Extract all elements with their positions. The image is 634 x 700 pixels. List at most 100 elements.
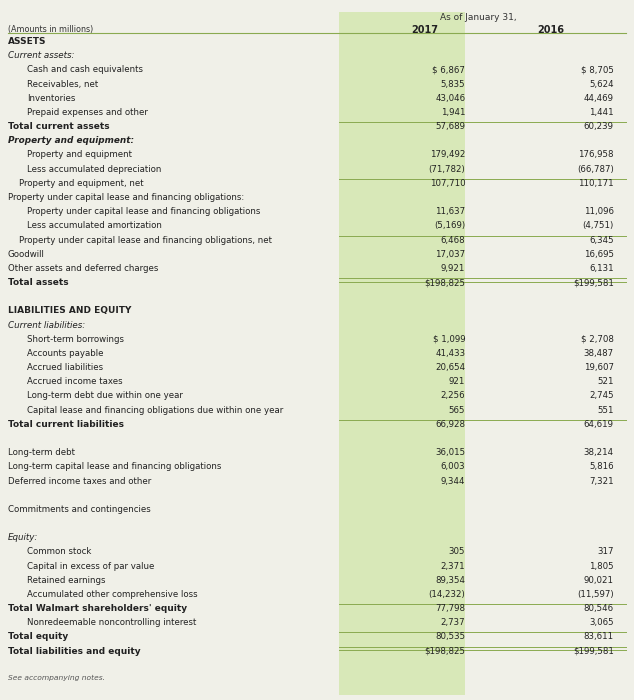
- Text: 6,003: 6,003: [441, 463, 465, 471]
- Text: Prepaid expenses and other: Prepaid expenses and other: [27, 108, 148, 117]
- Text: 110,171: 110,171: [578, 178, 614, 188]
- Text: 80,535: 80,535: [435, 633, 465, 641]
- Text: 83,611: 83,611: [583, 633, 614, 641]
- Text: 107,710: 107,710: [430, 178, 465, 188]
- Text: Accumulated other comprehensive loss: Accumulated other comprehensive loss: [27, 590, 197, 599]
- Text: $198,825: $198,825: [424, 647, 465, 656]
- Text: Total liabilities and equity: Total liabilities and equity: [8, 647, 140, 656]
- Text: Commitments and contingencies: Commitments and contingencies: [8, 505, 150, 514]
- Text: Total equity: Total equity: [8, 633, 68, 641]
- Text: Property under capital lease and financing obligations: Property under capital lease and financi…: [27, 207, 260, 216]
- Text: 6,345: 6,345: [589, 235, 614, 244]
- Text: Accrued income taxes: Accrued income taxes: [27, 377, 122, 386]
- Text: 43,046: 43,046: [435, 94, 465, 103]
- Text: Long-term debt: Long-term debt: [8, 448, 75, 457]
- Text: Common stock: Common stock: [27, 547, 91, 556]
- Text: Property and equipment, net: Property and equipment, net: [8, 178, 143, 188]
- Text: 2016: 2016: [537, 25, 564, 35]
- Text: 2,371: 2,371: [441, 561, 465, 570]
- Text: ASSETS: ASSETS: [8, 37, 46, 46]
- Text: 2,737: 2,737: [441, 618, 465, 627]
- Text: 5,816: 5,816: [589, 463, 614, 471]
- Text: Less accumulated depreciation: Less accumulated depreciation: [27, 164, 161, 174]
- Text: Nonredeemable noncontrolling interest: Nonredeemable noncontrolling interest: [27, 618, 196, 627]
- Text: 17,037: 17,037: [435, 250, 465, 259]
- Text: $ 1,099: $ 1,099: [433, 335, 465, 344]
- Text: 565: 565: [449, 406, 465, 414]
- Text: (5,169): (5,169): [434, 221, 465, 230]
- Text: 2017: 2017: [411, 25, 438, 35]
- Text: 317: 317: [597, 547, 614, 556]
- Text: 36,015: 36,015: [435, 448, 465, 457]
- Text: 9,921: 9,921: [441, 264, 465, 273]
- Text: Property and equipment:: Property and equipment:: [8, 136, 134, 146]
- Text: 2,745: 2,745: [589, 391, 614, 400]
- Text: Accounts payable: Accounts payable: [27, 349, 103, 358]
- Text: 3,065: 3,065: [589, 618, 614, 627]
- Text: Less accumulated amortization: Less accumulated amortization: [27, 221, 162, 230]
- Text: Long-term debt due within one year: Long-term debt due within one year: [27, 391, 183, 400]
- Text: LIABILITIES AND EQUITY: LIABILITIES AND EQUITY: [8, 307, 131, 316]
- Text: 38,487: 38,487: [583, 349, 614, 358]
- Text: (Amounts in millions): (Amounts in millions): [8, 25, 93, 34]
- Text: $ 2,708: $ 2,708: [581, 335, 614, 344]
- Text: 5,624: 5,624: [589, 80, 614, 89]
- Text: Short-term borrowings: Short-term borrowings: [27, 335, 124, 344]
- Text: 20,654: 20,654: [435, 363, 465, 372]
- Text: (4,751): (4,751): [583, 221, 614, 230]
- Text: Long-term capital lease and financing obligations: Long-term capital lease and financing ob…: [8, 463, 221, 471]
- Text: 305: 305: [449, 547, 465, 556]
- Text: 44,469: 44,469: [584, 94, 614, 103]
- Text: Deferred income taxes and other: Deferred income taxes and other: [8, 477, 151, 486]
- Text: $ 8,705: $ 8,705: [581, 65, 614, 74]
- Text: 7,321: 7,321: [589, 477, 614, 486]
- Text: Capital in excess of par value: Capital in excess of par value: [27, 561, 154, 570]
- Text: 521: 521: [597, 377, 614, 386]
- Text: Accrued liabilities: Accrued liabilities: [27, 363, 103, 372]
- Text: 176,958: 176,958: [578, 150, 614, 160]
- Text: (14,232): (14,232): [429, 590, 465, 599]
- Text: 6,131: 6,131: [589, 264, 614, 273]
- Text: Goodwill: Goodwill: [8, 250, 44, 259]
- Text: 2,256: 2,256: [441, 391, 465, 400]
- Bar: [339, 12, 465, 695]
- Text: $199,581: $199,581: [573, 647, 614, 656]
- Text: 11,637: 11,637: [435, 207, 465, 216]
- Text: (66,787): (66,787): [577, 164, 614, 174]
- Text: 5,835: 5,835: [441, 80, 465, 89]
- Text: See accompanying notes.: See accompanying notes.: [8, 675, 105, 681]
- Text: Current liabilities:: Current liabilities:: [8, 321, 85, 330]
- Text: 6,468: 6,468: [441, 235, 465, 244]
- Text: 89,354: 89,354: [436, 576, 465, 584]
- Text: 1,441: 1,441: [589, 108, 614, 117]
- Text: 16,695: 16,695: [584, 250, 614, 259]
- Text: Equity:: Equity:: [8, 533, 38, 542]
- Text: 60,239: 60,239: [584, 122, 614, 131]
- Text: Receivables, net: Receivables, net: [27, 80, 98, 89]
- Text: Total assets: Total assets: [8, 278, 68, 287]
- Text: 80,546: 80,546: [583, 604, 614, 613]
- Text: Property and equipment: Property and equipment: [27, 150, 132, 160]
- Text: 66,928: 66,928: [436, 420, 465, 429]
- Text: Other assets and deferred charges: Other assets and deferred charges: [8, 264, 158, 273]
- Text: 9,344: 9,344: [441, 477, 465, 486]
- Text: $198,825: $198,825: [424, 278, 465, 287]
- Text: 1,805: 1,805: [589, 561, 614, 570]
- Text: As of January 31,: As of January 31,: [439, 13, 516, 22]
- Text: Property under capital lease and financing obligations, net: Property under capital lease and financi…: [8, 235, 272, 244]
- Text: 38,214: 38,214: [583, 448, 614, 457]
- Text: 921: 921: [449, 377, 465, 386]
- Text: 64,619: 64,619: [584, 420, 614, 429]
- Text: Current assets:: Current assets:: [8, 51, 74, 60]
- Text: (11,597): (11,597): [577, 590, 614, 599]
- Text: 77,798: 77,798: [436, 604, 465, 613]
- Text: Total Walmart shareholders' equity: Total Walmart shareholders' equity: [8, 604, 187, 613]
- Text: Total current assets: Total current assets: [8, 122, 109, 131]
- Text: 41,433: 41,433: [435, 349, 465, 358]
- Text: 551: 551: [597, 406, 614, 414]
- Text: 19,607: 19,607: [584, 363, 614, 372]
- Text: 179,492: 179,492: [430, 150, 465, 160]
- Text: Cash and cash equivalents: Cash and cash equivalents: [27, 65, 143, 74]
- Text: Total current liabilities: Total current liabilities: [8, 420, 124, 429]
- Text: 57,689: 57,689: [436, 122, 465, 131]
